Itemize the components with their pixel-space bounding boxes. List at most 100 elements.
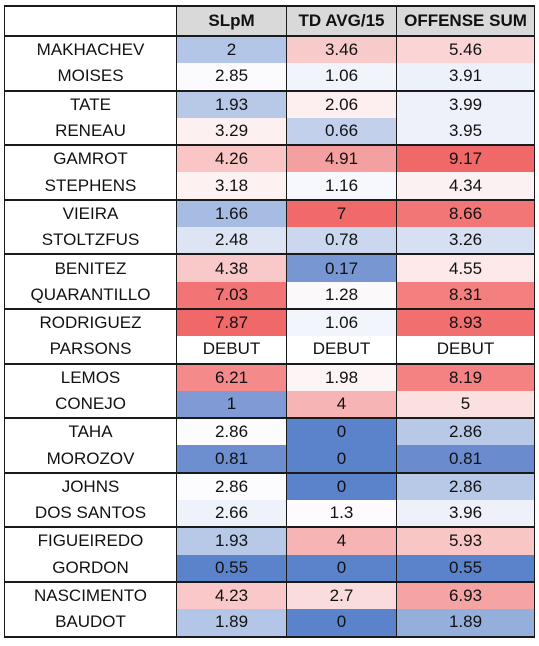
td-avg-cell: 4.91: [286, 144, 397, 173]
table-row: MOISES 2.85 1.06 3.91: [4, 63, 535, 91]
slpm-cell: 4.23: [176, 580, 287, 610]
fighter-name-cell: STEPHENS: [4, 172, 177, 200]
td-avg-cell: 1.16: [286, 172, 397, 200]
fighter-name-cell: MAKHACHEV: [4, 34, 177, 64]
fighter-name-cell: CONEJO: [4, 390, 177, 419]
table-row: VIEIRA 1.66 7 8.66: [4, 198, 535, 228]
table-row: CONEJO 1 4 5: [4, 390, 535, 419]
fighter-name-cell: TAHA: [4, 417, 177, 446]
td-avg-cell: 0: [286, 554, 397, 582]
td-avg-cell: 2.06: [286, 89, 397, 118]
slpm-cell: 1.89: [176, 609, 287, 638]
table-row: MOROZOV 0.81 0 0.81: [4, 445, 535, 473]
offense-sum-cell: 8.93: [396, 307, 535, 337]
slpm-cell: 1.93: [176, 89, 287, 118]
table-row: BAUDOT 1.89 0 1.89: [4, 609, 535, 638]
td-avg-cell: 4: [286, 526, 397, 555]
td-avg-cell: 3.46: [286, 34, 397, 64]
fighter-name-cell: TATE: [4, 89, 177, 118]
td-avg-cell: 7: [286, 198, 397, 228]
fighter-name-cell: BENITEZ: [4, 253, 177, 282]
header-td-avg: TD AVG/15: [286, 5, 397, 37]
offense-sum-cell: 8.19: [396, 362, 535, 391]
slpm-cell: 1: [176, 390, 287, 419]
fighter-name-cell: NASCIMENTO: [4, 580, 177, 610]
slpm-cell: 2.86: [176, 417, 287, 446]
table-row: GAMROT 4.26 4.91 9.17: [4, 144, 535, 173]
table-row: RODRIGUEZ 7.87 1.06 8.93: [4, 307, 535, 337]
offense-sum-cell: 5: [396, 390, 535, 419]
slpm-cell: 0.81: [176, 445, 287, 473]
td-avg-cell: 1.3: [286, 500, 397, 528]
offense-sum-cell: 6.93: [396, 580, 535, 610]
offense-sum-cell: 3.99: [396, 89, 535, 118]
fighter-name-cell: MOISES: [4, 63, 177, 91]
td-avg-cell: 2.7: [286, 580, 397, 610]
header-corner-cell: [4, 5, 177, 37]
fighter-name-cell: RENEAU: [4, 117, 177, 146]
table-row: DOS SANTOS 2.66 1.3 3.96: [4, 500, 535, 528]
slpm-cell: 0.55: [176, 554, 287, 582]
td-avg-cell: 0.66: [286, 117, 397, 146]
table-row: NASCIMENTO 4.23 2.7 6.93: [4, 580, 535, 610]
slpm-cell: 2.86: [176, 471, 287, 501]
td-avg-cell: 0: [286, 471, 397, 501]
offense-sum-cell: 3.96: [396, 500, 535, 528]
fighter-name-cell: GORDON: [4, 554, 177, 582]
slpm-cell: 6.21: [176, 362, 287, 391]
offense-sum-cell: 3.95: [396, 117, 535, 146]
header-offense-sum: OFFENSE SUM: [396, 5, 535, 37]
offense-sum-cell: 3.91: [396, 63, 535, 91]
fighter-name-cell: GAMROT: [4, 144, 177, 173]
fighter-name-cell: RODRIGUEZ: [4, 307, 177, 337]
slpm-cell: 3.29: [176, 117, 287, 146]
offense-sum-cell: 8.31: [396, 281, 535, 309]
table-row: STOLTZFUS 2.48 0.78 3.26: [4, 227, 535, 255]
table-row: TATE 1.93 2.06 3.99: [4, 89, 535, 118]
offense-sum-cell: 5.46: [396, 34, 535, 64]
slpm-cell: 2: [176, 34, 287, 64]
fighter-name-cell: DOS SANTOS: [4, 500, 177, 528]
offense-sum-cell: 8.66: [396, 198, 535, 228]
offense-sum-cell: 3.26: [396, 227, 535, 255]
table-row: TAHA 2.86 0 2.86: [4, 417, 535, 446]
offense-sum-cell: 1.89: [396, 609, 535, 638]
fighter-name-cell: JOHNS: [4, 471, 177, 501]
slpm-cell: 4.26: [176, 144, 287, 173]
offense-sum-cell: 0.55: [396, 554, 535, 582]
td-avg-cell: 1.98: [286, 362, 397, 391]
table-row: RENEAU 3.29 0.66 3.95: [4, 117, 535, 146]
td-avg-cell: DEBUT: [286, 336, 397, 364]
header-slpm: SLpM: [176, 5, 287, 37]
table-row: BENITEZ 4.38 0.17 4.55: [4, 253, 535, 282]
offense-sum-cell: 4.34: [396, 172, 535, 200]
table-body: MAKHACHEV 2 3.46 5.46 MOISES 2.85 1.06 3.91 TATE…: [4, 34, 535, 638]
fighter-stats-table: SLpM TD AVG/15 OFFENSE SUM MAKHACHEV 2 3.4…: [4, 5, 535, 638]
td-avg-cell: 1.28: [286, 281, 397, 309]
slpm-cell: 7.87: [176, 307, 287, 337]
td-avg-cell: 1.06: [286, 63, 397, 91]
fighter-name-cell: MOROZOV: [4, 445, 177, 473]
fighter-name-cell: QUARANTILLO: [4, 281, 177, 309]
slpm-cell: 7.03: [176, 281, 287, 309]
td-avg-cell: 0: [286, 417, 397, 446]
table-row: GORDON 0.55 0 0.55: [4, 554, 535, 582]
table-row: STEPHENS 3.18 1.16 4.34: [4, 172, 535, 200]
fighter-name-cell: BAUDOT: [4, 609, 177, 638]
slpm-cell: 2.85: [176, 63, 287, 91]
header-row: SLpM TD AVG/15 OFFENSE SUM: [4, 5, 535, 37]
td-avg-cell: 4: [286, 390, 397, 419]
offense-sum-cell: 4.55: [396, 253, 535, 282]
slpm-cell: 3.18: [176, 172, 287, 200]
slpm-cell: DEBUT: [176, 336, 287, 364]
offense-sum-cell: 9.17: [396, 144, 535, 173]
table-row: MAKHACHEV 2 3.46 5.46: [4, 34, 535, 64]
fighter-name-cell: VIEIRA: [4, 198, 177, 228]
offense-sum-cell: 5.93: [396, 526, 535, 555]
td-avg-cell: 0: [286, 609, 397, 638]
td-avg-cell: 0.17: [286, 253, 397, 282]
table-row: JOHNS 2.86 0 2.86: [4, 471, 535, 501]
slpm-cell: 2.48: [176, 227, 287, 255]
slpm-cell: 1.66: [176, 198, 287, 228]
fighter-name-cell: FIGUEIREDO: [4, 526, 177, 555]
